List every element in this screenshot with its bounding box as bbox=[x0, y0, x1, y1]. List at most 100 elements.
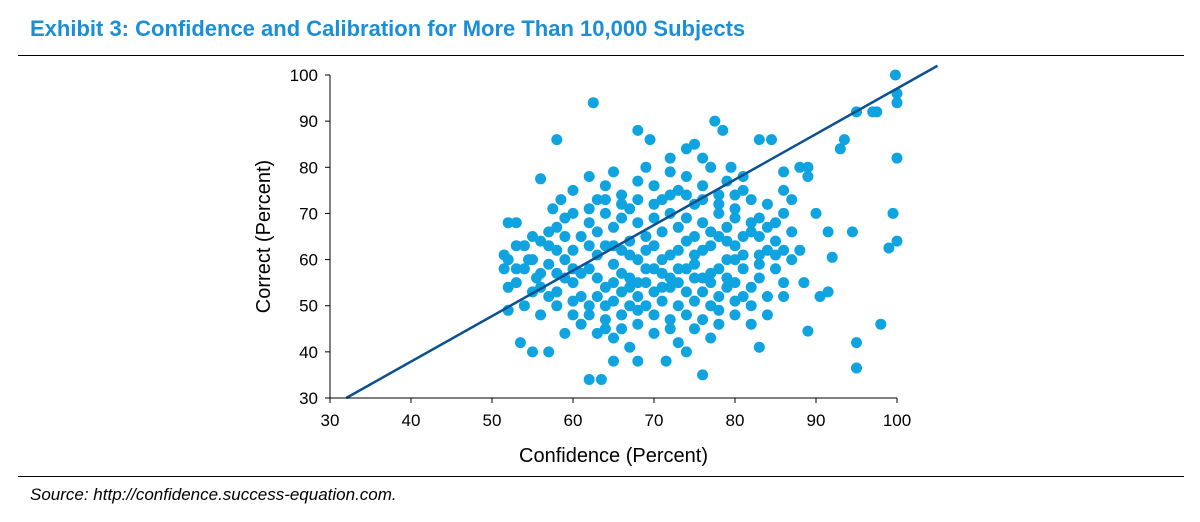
ticks-layer: 30 40 50 60 70 80 90 100 30 40 50 60 70 80 90 100 bbox=[290, 66, 912, 430]
data-point bbox=[729, 212, 741, 224]
data-point bbox=[838, 134, 850, 146]
data-point bbox=[778, 277, 790, 289]
data-point bbox=[567, 277, 579, 289]
data-point bbox=[632, 291, 644, 302]
data-point bbox=[786, 226, 798, 238]
data-point bbox=[502, 254, 514, 266]
data-point bbox=[599, 323, 611, 335]
data-point bbox=[826, 251, 838, 263]
data-point bbox=[591, 327, 603, 339]
data-point bbox=[822, 286, 834, 298]
data-point bbox=[547, 203, 559, 215]
data-point bbox=[871, 106, 883, 118]
data-point bbox=[786, 194, 798, 206]
data-point bbox=[518, 300, 530, 312]
data-point bbox=[567, 295, 579, 307]
data-point bbox=[798, 277, 810, 289]
data-point bbox=[535, 235, 547, 247]
data-point bbox=[567, 244, 579, 256]
x-tick-label: 50 bbox=[483, 411, 502, 430]
data-point bbox=[664, 323, 676, 335]
data-point bbox=[689, 258, 700, 270]
data-point bbox=[632, 124, 644, 136]
data-point bbox=[761, 221, 773, 233]
data-point bbox=[680, 143, 692, 155]
data-point bbox=[753, 231, 765, 242]
data-point bbox=[672, 300, 684, 312]
data-point bbox=[697, 314, 709, 326]
data-point bbox=[664, 249, 676, 261]
data-point bbox=[814, 291, 826, 302]
data-point bbox=[721, 281, 733, 293]
data-point bbox=[713, 304, 725, 316]
bottom-divider bbox=[18, 476, 1184, 477]
data-point bbox=[640, 161, 652, 173]
data-point bbox=[616, 323, 628, 335]
data-point bbox=[729, 189, 741, 201]
data-point bbox=[725, 161, 737, 173]
data-point bbox=[778, 207, 790, 219]
data-point bbox=[680, 263, 692, 275]
y-tick-label: 90 bbox=[299, 112, 318, 131]
data-point bbox=[559, 327, 571, 339]
data-point bbox=[551, 244, 563, 256]
data-point bbox=[697, 369, 709, 381]
data-point bbox=[591, 226, 603, 238]
data-point bbox=[518, 240, 530, 252]
data-point bbox=[599, 240, 611, 252]
data-point bbox=[616, 309, 628, 321]
data-point bbox=[608, 295, 619, 307]
data-point bbox=[648, 198, 660, 210]
data-point bbox=[745, 300, 757, 312]
data-point bbox=[705, 277, 717, 289]
data-point bbox=[737, 249, 749, 261]
data-point bbox=[705, 300, 717, 312]
data-point bbox=[527, 346, 538, 358]
data-point bbox=[543, 346, 555, 358]
data-point bbox=[802, 171, 814, 182]
data-point bbox=[697, 272, 709, 284]
data-point bbox=[632, 194, 644, 206]
data-point bbox=[567, 184, 579, 196]
data-point bbox=[559, 212, 571, 224]
y-axis-title: Correct (Percent) bbox=[253, 160, 275, 313]
data-point bbox=[729, 203, 741, 215]
data-point bbox=[656, 254, 668, 266]
data-point bbox=[887, 207, 899, 219]
source-note: Source: http://confidence.success-equati… bbox=[30, 485, 397, 504]
data-point bbox=[689, 295, 700, 307]
data-point bbox=[717, 124, 729, 136]
data-point bbox=[599, 207, 611, 219]
data-point bbox=[664, 152, 676, 164]
data-point bbox=[632, 355, 644, 367]
data-point bbox=[680, 189, 692, 201]
data-point bbox=[680, 212, 692, 224]
data-point bbox=[551, 221, 563, 233]
data-point bbox=[729, 240, 741, 252]
data-point bbox=[761, 309, 773, 321]
data-point bbox=[551, 300, 563, 312]
data-point bbox=[502, 217, 514, 229]
data-point bbox=[802, 325, 814, 337]
data-point bbox=[802, 161, 814, 173]
data-point bbox=[770, 249, 781, 261]
data-point bbox=[632, 277, 644, 289]
data-point bbox=[705, 332, 717, 344]
y-tick-label: 40 bbox=[299, 343, 318, 362]
data-point bbox=[608, 277, 619, 289]
data-point bbox=[697, 244, 709, 256]
data-point bbox=[753, 212, 765, 224]
points-layer bbox=[498, 69, 903, 385]
data-point bbox=[770, 263, 781, 275]
data-point bbox=[624, 249, 636, 261]
data-point bbox=[889, 69, 901, 81]
data-point bbox=[648, 263, 660, 275]
data-point bbox=[632, 254, 644, 266]
data-point bbox=[656, 226, 668, 238]
data-point bbox=[616, 198, 628, 210]
data-point bbox=[721, 272, 733, 284]
data-point bbox=[640, 244, 652, 256]
data-point bbox=[648, 180, 660, 192]
data-point bbox=[510, 277, 522, 289]
